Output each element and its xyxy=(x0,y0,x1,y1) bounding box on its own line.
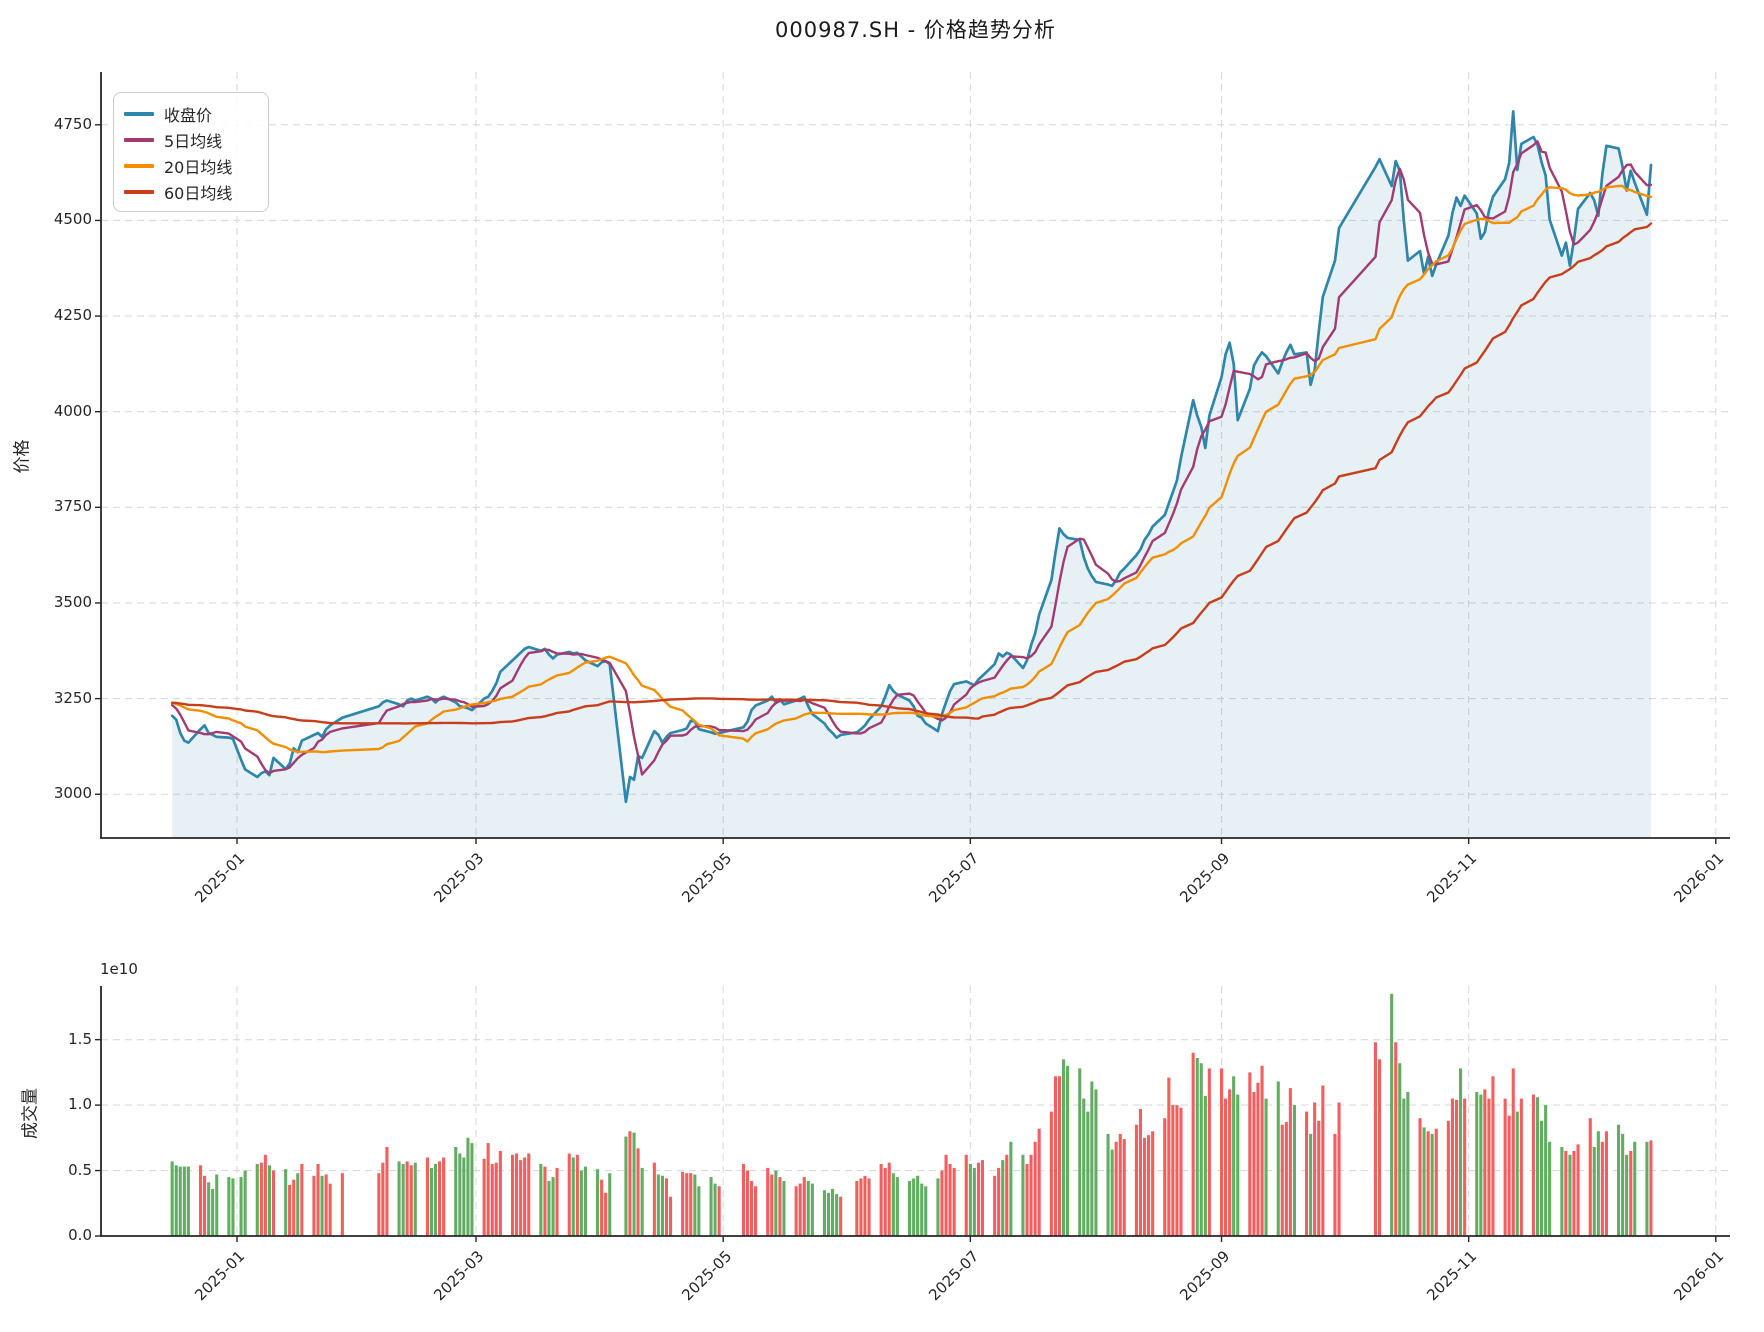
legend-swatch-icon xyxy=(124,138,154,142)
legend-swatch-icon xyxy=(124,190,154,194)
volume-y-axis-label: 成交量 xyxy=(20,1088,41,1139)
legend-item: 60日均线 xyxy=(124,179,258,205)
legend-label: 5日均线 xyxy=(164,132,223,151)
legend-swatch-icon xyxy=(124,112,154,116)
legend: 收盘价 5日均线 20日均线 60日均线 xyxy=(113,92,269,212)
legend-label: 收盘价 xyxy=(164,106,213,125)
legend-items: 收盘价 5日均线 20日均线 60日均线 xyxy=(124,101,258,205)
price-y-axis-label: 价格 xyxy=(12,439,33,474)
legend-label: 60日均线 xyxy=(164,184,233,203)
legend-item: 5日均线 xyxy=(124,127,258,153)
legend-swatch-icon xyxy=(124,164,154,168)
legend-item: 20日均线 xyxy=(124,153,258,179)
legend-item: 收盘价 xyxy=(124,101,258,127)
legend-label: 20日均线 xyxy=(164,158,233,177)
volume-scale-offset-label: 1e10 xyxy=(100,960,138,978)
chart-title: 000987.SH - 价格趋势分析 xyxy=(775,18,1056,42)
